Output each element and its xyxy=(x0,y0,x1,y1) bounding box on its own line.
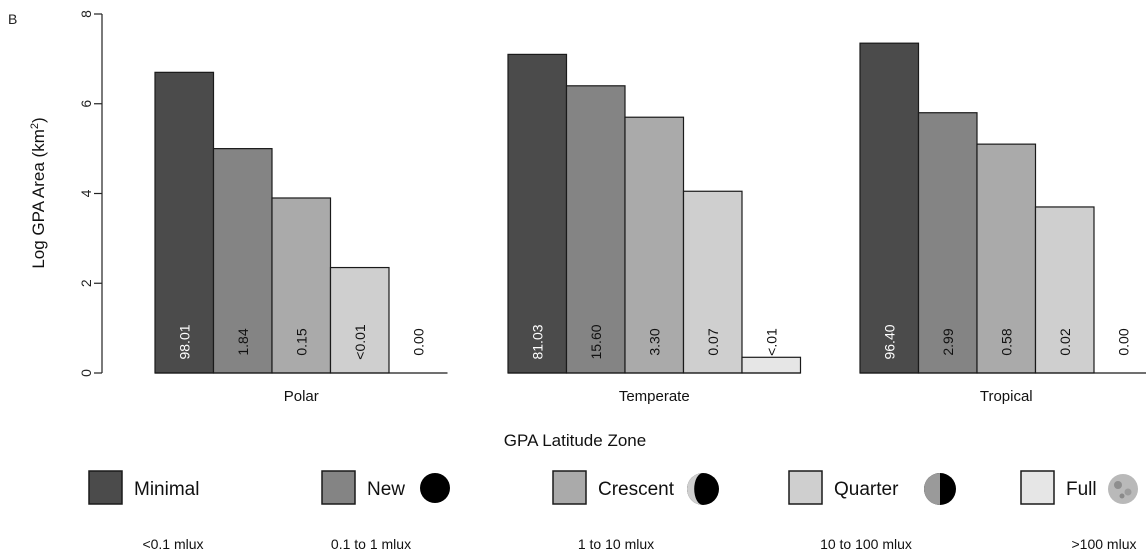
legend-label: Quarter xyxy=(834,479,899,500)
bar-quarter-temperate xyxy=(682,190,743,374)
bar-value-label: 0.02 xyxy=(1057,328,1073,355)
bar-quarter-tropical xyxy=(1034,206,1095,374)
bar-minimal-temperate xyxy=(507,53,568,374)
legend-label: Minimal xyxy=(134,479,199,500)
legend-range: >100 mlux xyxy=(1072,536,1137,552)
legend-label: New xyxy=(367,479,405,500)
legend-swatch-crescent xyxy=(552,470,587,505)
legend-range: 0.1 to 1 mlux xyxy=(331,536,411,552)
bar-minimal-tropical xyxy=(859,42,920,374)
legend-swatch-new xyxy=(321,470,356,505)
bar-value-label: 1.84 xyxy=(235,328,251,355)
bar-value-label: 0.00 xyxy=(1115,328,1131,355)
legend-swatch-full xyxy=(1020,470,1055,505)
x-axis-title: GPA Latitude Zone xyxy=(504,431,646,450)
bar-value-label: 0.58 xyxy=(998,328,1014,355)
category-label: Tropical xyxy=(980,388,1033,405)
legend-swatch-minimal xyxy=(88,470,123,505)
y-axis-title: Log GPA Area (km2) xyxy=(29,117,48,268)
bar-value-label: 2.99 xyxy=(940,328,956,355)
bar-value-label: 3.30 xyxy=(646,328,662,355)
bar-new-temperate xyxy=(565,85,626,374)
bar-value-label: 81.03 xyxy=(529,324,545,359)
panel-label: B xyxy=(8,11,17,27)
bar-full-temperate xyxy=(741,356,802,374)
category-label: Temperate xyxy=(619,388,690,405)
legend-range: 1 to 10 mlux xyxy=(578,536,654,552)
bar-value-label: 98.01 xyxy=(176,324,192,359)
y-tick-label: 2 xyxy=(78,279,94,287)
bar-value-label: <0.01 xyxy=(352,324,368,360)
crescent-moon-icon xyxy=(687,473,719,505)
y-tick-label: 4 xyxy=(78,189,94,197)
bar-value-label: 15.60 xyxy=(588,324,604,359)
bar-quarter-polar xyxy=(329,266,390,374)
category-labels: Polar Temperate Tropical xyxy=(284,388,1033,405)
legend: Minimal <0.1 mlux New 0.1 to 1 mlux Crescent… xyxy=(88,470,1138,552)
legend-range: 10 to 100 mlux xyxy=(820,536,912,552)
legend-label: Full xyxy=(1066,479,1097,500)
bar-value-label: 0.15 xyxy=(293,328,309,355)
quarter-moon-icon xyxy=(924,473,956,505)
full-moon-icon xyxy=(1108,474,1138,504)
bar-value-label: 0.00 xyxy=(410,328,426,355)
y-axis: 0 2 4 6 8 xyxy=(78,10,103,377)
bars xyxy=(154,42,1146,374)
bar-value-label: <.01 xyxy=(763,328,779,356)
bar-value-label: 0.07 xyxy=(705,328,721,355)
new-moon-icon xyxy=(420,473,450,503)
y-tick-label: 6 xyxy=(78,100,94,108)
bar-value-label: 96.40 xyxy=(881,324,897,359)
category-label: Polar xyxy=(284,388,319,405)
legend-label: Crescent xyxy=(598,479,675,500)
legend-swatch-quarter xyxy=(788,470,823,505)
y-tick-label: 0 xyxy=(78,369,94,377)
bar-labels: 98.01 1.84 0.15 <0.01 0.00 81.03 15.60 3.30 0.07… xyxy=(176,324,1131,360)
legend-range: <0.1 mlux xyxy=(142,536,203,552)
y-tick-label: 8 xyxy=(78,10,94,18)
